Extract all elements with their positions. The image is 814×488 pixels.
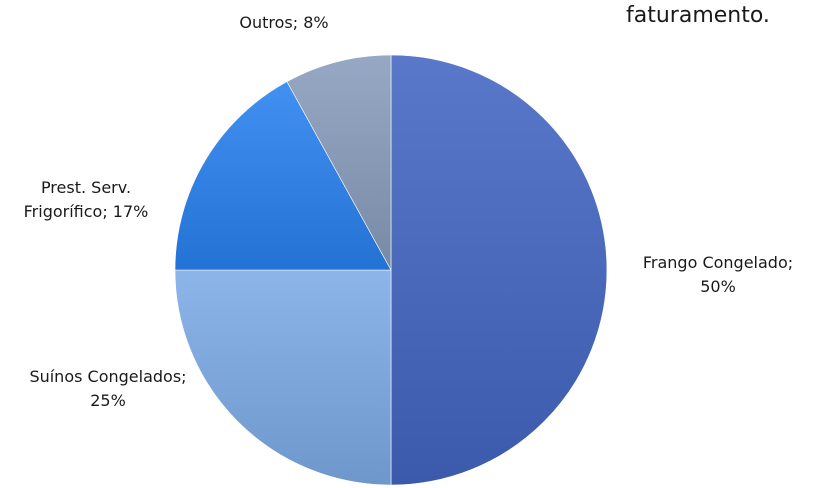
pie-slices bbox=[174, 54, 608, 486]
slice-label: Prest. Serv. Frigorífico; 17% bbox=[24, 178, 149, 221]
slice-label-line: 50% bbox=[700, 277, 736, 296]
pie-slice-suinos-congelados bbox=[174, 269, 392, 486]
pie-slice-outros bbox=[286, 54, 392, 271]
slice-label-line: Prest. Serv. bbox=[41, 178, 131, 197]
slice-label: Outros; 8% bbox=[239, 13, 328, 32]
slice-label: Frango Congelado; 50% bbox=[643, 253, 793, 296]
slice-label: Suínos Congelados; 25% bbox=[29, 367, 186, 410]
slice-label-line: Frango Congelado; bbox=[643, 253, 793, 272]
faturamento-text-fragment: faturamento. bbox=[626, 3, 770, 28]
slice-label-line: Outros; 8% bbox=[239, 13, 328, 32]
pie-labels: Frango Congelado; 50% Suínos Congelados; 25… bbox=[24, 13, 794, 410]
slice-label-line: 25% bbox=[90, 391, 126, 410]
pie-slice-prest-serv-frigorifico bbox=[174, 81, 392, 271]
pie-slice-frango-congelado bbox=[390, 54, 608, 486]
slice-label-line: Frigorífico; 17% bbox=[24, 202, 149, 221]
slice-label-line: Suínos Congelados; bbox=[29, 367, 186, 386]
